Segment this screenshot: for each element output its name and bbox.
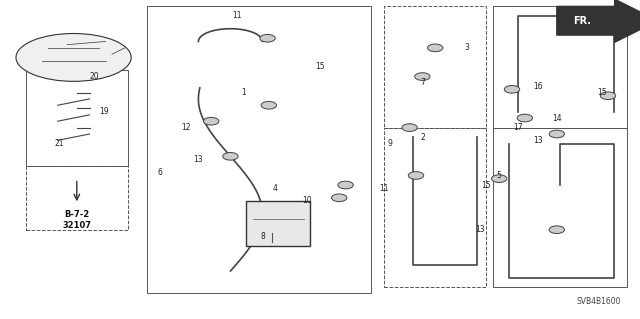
Text: 3: 3 (465, 43, 470, 52)
Text: 10: 10 (302, 197, 312, 205)
Circle shape (223, 152, 238, 160)
Text: 5: 5 (497, 171, 502, 180)
Text: 15: 15 (481, 181, 492, 189)
Bar (384, 6, 486, 128)
Text: 11: 11 (232, 11, 241, 20)
Text: FR.: FR. (573, 16, 591, 26)
Bar (493, 128, 627, 287)
Bar (493, 6, 627, 128)
Text: 16: 16 (532, 82, 543, 91)
Circle shape (504, 85, 520, 93)
Circle shape (492, 175, 507, 182)
Circle shape (408, 172, 424, 179)
Circle shape (428, 44, 443, 52)
Text: 7: 7 (420, 78, 425, 87)
Bar (26, 70, 128, 166)
Bar (147, 6, 371, 293)
Circle shape (204, 117, 219, 125)
Circle shape (332, 194, 347, 202)
Circle shape (261, 101, 276, 109)
Text: 13: 13 (193, 155, 204, 164)
Text: 13: 13 (475, 225, 485, 234)
Text: 6: 6 (157, 168, 163, 177)
Text: SVB4B1600: SVB4B1600 (576, 297, 621, 306)
Bar (26, 166, 128, 230)
Text: 15: 15 (596, 88, 607, 97)
Text: 2: 2 (420, 133, 425, 142)
Text: B-7-2
32107: B-7-2 32107 (62, 210, 92, 230)
Circle shape (549, 226, 564, 234)
Circle shape (517, 114, 532, 122)
Text: 13: 13 (532, 136, 543, 145)
Circle shape (402, 124, 417, 131)
Text: 11: 11 (380, 184, 388, 193)
Ellipse shape (16, 33, 131, 81)
Text: 20: 20 (90, 72, 99, 81)
Circle shape (260, 34, 275, 42)
FancyBboxPatch shape (557, 0, 640, 42)
Circle shape (600, 92, 616, 100)
Bar (384, 128, 486, 287)
Text: 21: 21 (54, 139, 64, 148)
Text: 4: 4 (273, 184, 278, 193)
Bar (246, 201, 310, 246)
Text: 1: 1 (241, 88, 246, 97)
Text: 17: 17 (513, 123, 524, 132)
Circle shape (415, 73, 430, 80)
Text: 12: 12 (181, 123, 190, 132)
Text: 19: 19 (99, 107, 109, 116)
Text: 8: 8 (260, 232, 265, 241)
Circle shape (549, 130, 564, 138)
Text: 14: 14 (552, 114, 562, 122)
Circle shape (338, 181, 353, 189)
Text: 15: 15 (315, 63, 325, 71)
Text: 9: 9 (388, 139, 393, 148)
